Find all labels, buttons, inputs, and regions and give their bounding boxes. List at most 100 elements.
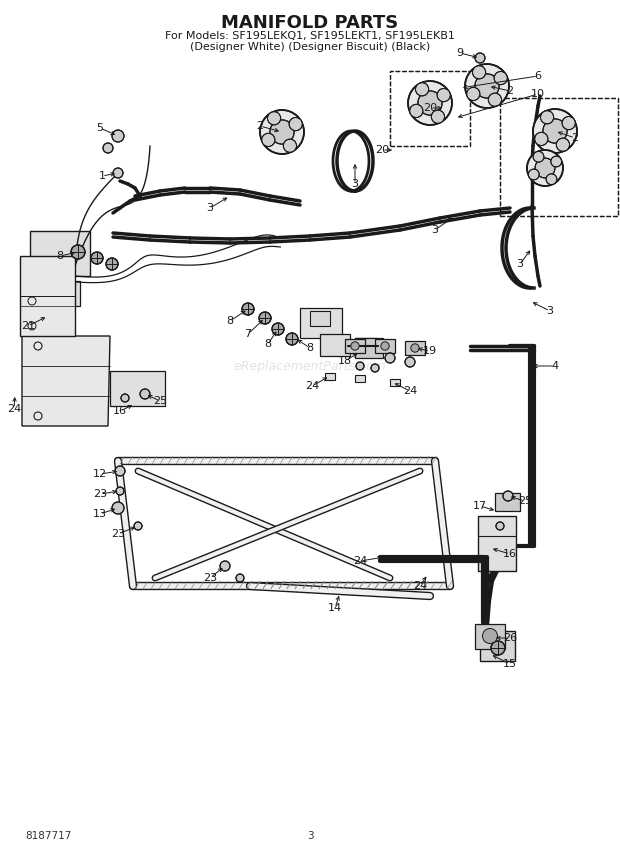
Text: 9: 9 bbox=[456, 48, 464, 58]
Text: 2: 2 bbox=[507, 86, 513, 96]
Text: 24: 24 bbox=[7, 404, 21, 414]
Circle shape bbox=[546, 174, 557, 185]
Text: 3: 3 bbox=[352, 179, 358, 189]
Circle shape bbox=[489, 93, 502, 106]
Circle shape bbox=[475, 74, 499, 98]
Text: 20: 20 bbox=[423, 103, 437, 113]
Text: 24: 24 bbox=[305, 381, 319, 391]
Text: 12: 12 bbox=[93, 469, 107, 479]
Text: 3: 3 bbox=[516, 259, 523, 269]
Circle shape bbox=[112, 130, 124, 142]
Circle shape bbox=[551, 156, 562, 167]
Text: 24: 24 bbox=[353, 556, 367, 566]
Bar bbox=[500, 98, 618, 216]
Circle shape bbox=[260, 110, 304, 154]
Bar bbox=[355, 338, 377, 354]
Circle shape bbox=[534, 133, 548, 146]
Circle shape bbox=[351, 342, 359, 350]
Circle shape bbox=[496, 522, 504, 530]
Circle shape bbox=[437, 88, 450, 102]
Text: 24: 24 bbox=[413, 581, 427, 591]
Bar bbox=[390, 71, 470, 146]
Circle shape bbox=[533, 152, 544, 162]
Text: 17: 17 bbox=[473, 501, 487, 511]
Circle shape bbox=[286, 333, 298, 345]
Bar bbox=[310, 311, 330, 326]
Text: eReplacementParts.com: eReplacementParts.com bbox=[234, 360, 386, 372]
Bar bbox=[390, 71, 470, 146]
Bar bbox=[40, 281, 80, 306]
Circle shape bbox=[121, 394, 129, 402]
Text: 16: 16 bbox=[503, 549, 517, 559]
Circle shape bbox=[528, 169, 539, 180]
Circle shape bbox=[418, 91, 442, 115]
Circle shape bbox=[134, 522, 142, 530]
Bar bbox=[320, 334, 350, 356]
Circle shape bbox=[562, 116, 575, 129]
Circle shape bbox=[491, 641, 505, 655]
Circle shape bbox=[381, 342, 389, 350]
Circle shape bbox=[543, 119, 567, 143]
Text: 6: 6 bbox=[534, 71, 541, 81]
Circle shape bbox=[467, 87, 480, 100]
Bar bbox=[325, 372, 335, 379]
Text: MANIFOLD PARTS: MANIFOLD PARTS bbox=[221, 14, 399, 32]
Circle shape bbox=[103, 143, 113, 153]
Bar bbox=[405, 341, 425, 355]
Text: 8: 8 bbox=[265, 339, 272, 349]
Circle shape bbox=[432, 110, 445, 123]
Circle shape bbox=[259, 312, 271, 324]
Circle shape bbox=[236, 574, 244, 582]
Circle shape bbox=[356, 362, 364, 370]
Circle shape bbox=[535, 158, 555, 178]
Circle shape bbox=[116, 487, 124, 495]
Text: 8: 8 bbox=[226, 316, 234, 326]
Text: 3: 3 bbox=[546, 306, 554, 316]
Bar bbox=[30, 231, 90, 276]
Circle shape bbox=[482, 628, 497, 644]
Bar bbox=[495, 493, 520, 511]
Circle shape bbox=[289, 117, 303, 131]
Circle shape bbox=[472, 66, 485, 79]
Bar bbox=[500, 98, 618, 216]
Text: 10: 10 bbox=[531, 89, 545, 99]
Circle shape bbox=[262, 134, 275, 146]
Circle shape bbox=[410, 104, 423, 117]
Text: 8: 8 bbox=[56, 251, 64, 261]
Circle shape bbox=[272, 323, 284, 335]
Circle shape bbox=[371, 364, 379, 372]
Circle shape bbox=[415, 83, 428, 96]
Text: 4: 4 bbox=[551, 361, 559, 371]
Text: 21: 21 bbox=[21, 321, 35, 331]
Text: 3: 3 bbox=[307, 831, 313, 841]
Text: 14: 14 bbox=[328, 603, 342, 613]
Bar bbox=[110, 371, 165, 406]
Text: 3: 3 bbox=[432, 225, 438, 235]
Text: 13: 13 bbox=[93, 509, 107, 519]
Text: 2: 2 bbox=[257, 121, 264, 131]
Circle shape bbox=[140, 389, 150, 399]
Text: 25: 25 bbox=[153, 396, 167, 406]
Text: 19: 19 bbox=[423, 346, 437, 356]
Circle shape bbox=[385, 353, 395, 363]
Bar bbox=[390, 378, 400, 385]
Bar bbox=[20, 256, 75, 336]
Circle shape bbox=[541, 110, 554, 124]
Text: For Models: SF195LEKQ1, SF195LEKT1, SF195LEKB1: For Models: SF195LEKQ1, SF195LEKT1, SF19… bbox=[165, 31, 455, 41]
Circle shape bbox=[503, 491, 513, 501]
Text: 15: 15 bbox=[503, 659, 517, 669]
Bar bbox=[345, 339, 365, 353]
Circle shape bbox=[411, 344, 419, 352]
Text: 8: 8 bbox=[306, 343, 314, 353]
Circle shape bbox=[220, 561, 230, 571]
Circle shape bbox=[494, 72, 507, 85]
Text: 7: 7 bbox=[244, 329, 252, 339]
Bar bbox=[375, 339, 395, 353]
Circle shape bbox=[112, 502, 124, 514]
Circle shape bbox=[113, 168, 123, 178]
Circle shape bbox=[475, 53, 485, 63]
Text: 24: 24 bbox=[403, 386, 417, 396]
Text: 23: 23 bbox=[93, 489, 107, 499]
Text: 8187717: 8187717 bbox=[25, 831, 71, 841]
Circle shape bbox=[91, 252, 103, 264]
